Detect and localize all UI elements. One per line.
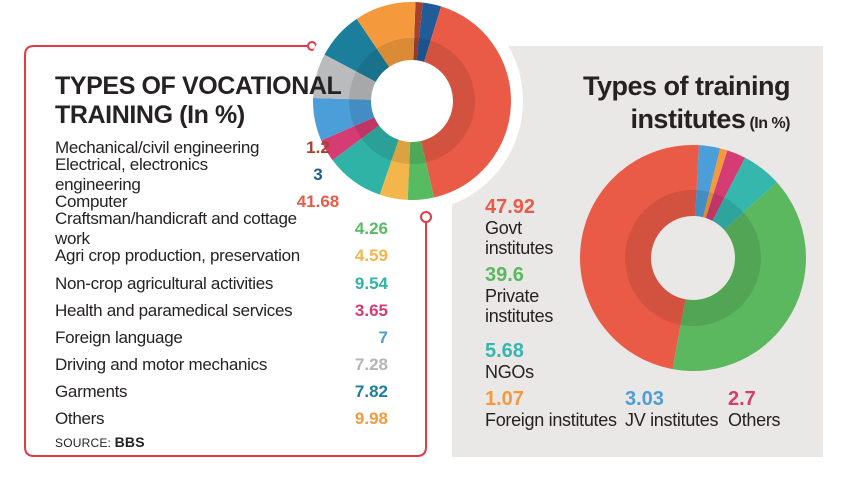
list-item-value: 3.65 (354, 300, 388, 320)
list-item-label: Driving and motor mechanics (55, 355, 268, 375)
legend-value: 3.03 (625, 388, 664, 410)
donut-slice (332, 125, 399, 195)
legend-label: institutes (485, 306, 554, 326)
donut-slice (413, 2, 423, 61)
list-item-label: Others (55, 409, 105, 429)
list-item-label: Computer (55, 191, 128, 211)
donut-slice (313, 54, 376, 100)
legend-label: JV institutes (625, 410, 719, 430)
donut-inner-shadow (625, 190, 761, 326)
donut-slice (356, 1, 416, 67)
donut-slice (416, 2, 442, 62)
right-panel-title: Types of training institutes (In %) (470, 70, 791, 140)
legend-item: 2.7 Others (728, 388, 781, 430)
donut-slice (579, 144, 699, 370)
list-item: Foreign language 7 (55, 324, 388, 351)
list-item-label: Craftsman/handicraft and cottage work (55, 209, 297, 249)
list-item-value: 41.68 (296, 191, 340, 211)
left-card-title-line2: TRAINING (In %) (55, 101, 245, 129)
list-item-value: 7.28 (354, 355, 388, 375)
source-value: BBS (114, 434, 145, 450)
right-title-word: institutes (630, 104, 746, 134)
legend-item: 39.6 Private institutes (485, 264, 553, 326)
list-item: Computer 41.68 (55, 188, 388, 215)
legend-item: 5.68 NGOs (485, 340, 534, 382)
right-title-unit: (In %) (749, 115, 790, 132)
training-institutes-donut (579, 144, 806, 371)
vocational-training-donut (301, 0, 523, 212)
list-item-label: Agri crop production, preservation (55, 246, 300, 266)
legend-label: NGOs (485, 362, 534, 382)
right-title-line1: Types of training (582, 71, 791, 101)
list-item-label: Electrical, electronics engineering (55, 154, 208, 194)
left-card-title-line1: TYPES OF VOCATIONAL (55, 72, 342, 100)
list-item: Mechanical/civil engineering 1.2 (55, 134, 388, 161)
list-item-value: 4.59 (354, 246, 388, 266)
list-item-label: Health and paramedical services (55, 300, 293, 320)
legend-label: Others (728, 410, 781, 430)
legend-value: 1.07 (485, 388, 524, 410)
donut-slice (407, 140, 434, 201)
list-item-label: Mechanical/civil engineering (55, 137, 260, 157)
donut-slice (703, 148, 728, 219)
list-item-value: 7.82 (354, 382, 388, 402)
legend-label: Govt (485, 218, 522, 238)
list-item: Others 9.98 (55, 406, 388, 433)
source-note: SOURCE: BBS (55, 434, 145, 450)
legend-label: Foreign institutes (485, 410, 617, 430)
list-item: Garments 7.82 (55, 379, 388, 406)
list-item-value: 9.54 (354, 273, 388, 293)
list-item: Agri crop production, preservation 4.59 (55, 243, 388, 270)
donut-inner-shadow (349, 38, 475, 164)
right-title-line2: institutes (In %) (470, 103, 790, 140)
list-item-value: 7 (378, 327, 388, 347)
donut-slice (712, 157, 777, 230)
list-item: Non-crop agricultural activities 9.54 (55, 270, 388, 297)
training-type-list: Mechanical/civil engineering 1.2 Electri… (55, 134, 388, 433)
legend-item: 47.92 Govt institutes (485, 196, 553, 258)
legend-value: 47.92 (485, 196, 536, 218)
list-item-value: 1.2 (306, 137, 330, 157)
donut-slice (324, 18, 390, 82)
list-item: Craftsman/handicraft and cottage work 4.… (55, 209, 388, 248)
list-item: Health and paramedical services 3.65 (55, 297, 388, 324)
donut-slice (421, 6, 512, 198)
legend-label: Private (485, 286, 539, 306)
card-border-line (24, 45, 427, 457)
donut-slice (705, 150, 746, 221)
list-item-value: 4.26 (354, 219, 388, 239)
list-item-value: 3 (313, 164, 323, 184)
legend-label: institutes (485, 238, 554, 258)
donut-slice (379, 139, 411, 200)
list-item: Driving and motor mechanics 7.28 (55, 352, 388, 379)
donut-slice (695, 145, 721, 218)
legend-value: 5.68 (485, 340, 524, 362)
list-item-label: Garments (55, 382, 128, 402)
legend-value: 2.7 (728, 388, 756, 410)
source-label: SOURCE: (55, 436, 112, 450)
left-card-title: TYPES OF VOCATIONAL TRAINING (In %) (55, 72, 342, 130)
legend-item: 1.07 Foreign institutes (485, 388, 617, 430)
legend-value: 39.6 (485, 264, 524, 286)
card-border-endpoint-circle (420, 211, 432, 223)
donut-slice (321, 117, 380, 161)
list-item-value: 9.98 (354, 409, 388, 429)
donut-slice (672, 182, 806, 371)
list-item: Electrical, electronics engineering 3 (55, 155, 388, 194)
list-item-label: Foreign language (55, 327, 183, 347)
donut-slice (313, 98, 375, 141)
list-item-label: Non-crop agricultural activities (55, 273, 274, 293)
legend-item: 3.03 JV institutes (625, 388, 718, 430)
